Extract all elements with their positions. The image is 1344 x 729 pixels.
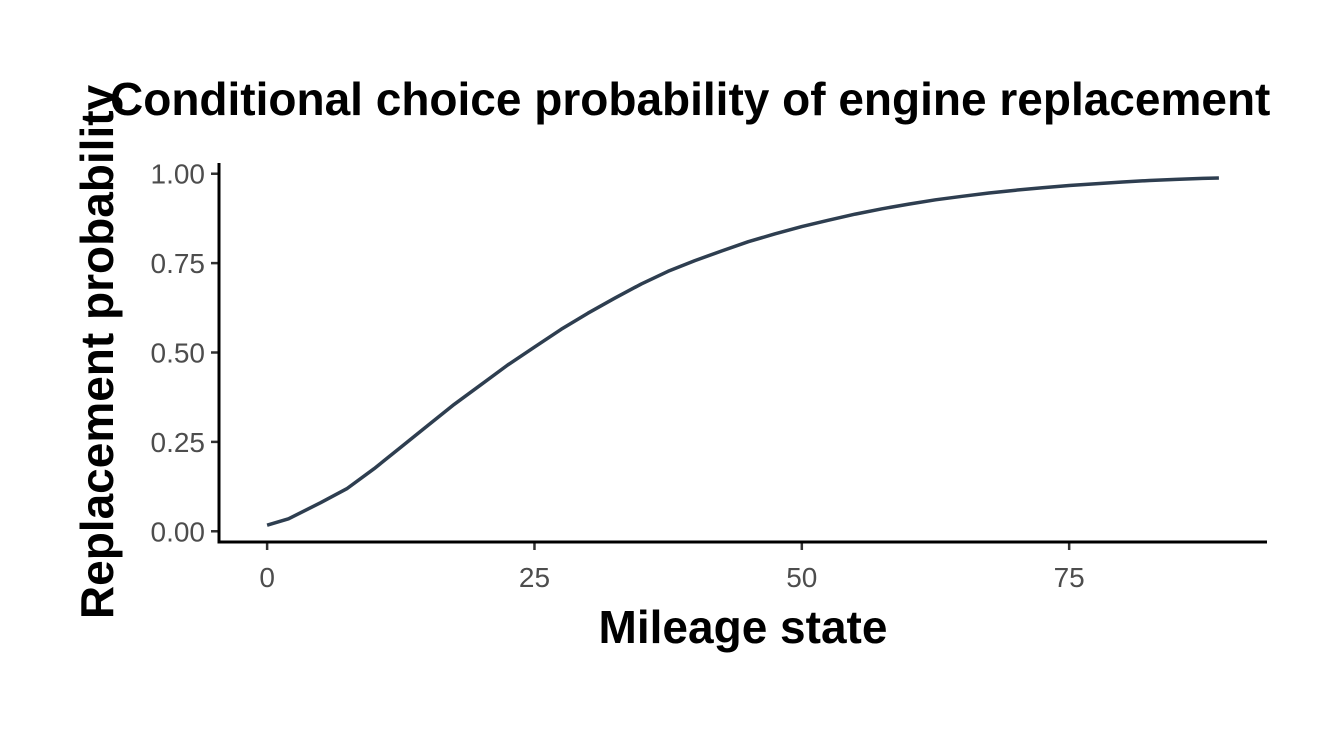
x-tick-label: 25 [519,562,550,593]
y-tick-label: 0.50 [151,338,206,369]
x-axis-ticks: 0 25 50 75 [259,542,1085,593]
x-tick-label: 50 [786,562,817,593]
y-tick-label: 1.00 [151,159,206,190]
y-tick-label: 0.25 [151,427,206,458]
x-tick-label: 75 [1054,562,1085,593]
y-axis-title: Replacement probability [71,84,123,619]
chart-title: Conditional choice probability of engine… [110,73,1270,125]
y-axis-ticks: 0.00 0.25 0.50 0.75 1.00 [151,159,219,547]
series-line [266,176,1219,527]
y-tick-label: 0.75 [151,248,206,279]
x-axis-title: Mileage state [599,601,888,653]
x-tick-label: 0 [259,562,275,593]
y-tick-label: 0.00 [151,516,206,547]
